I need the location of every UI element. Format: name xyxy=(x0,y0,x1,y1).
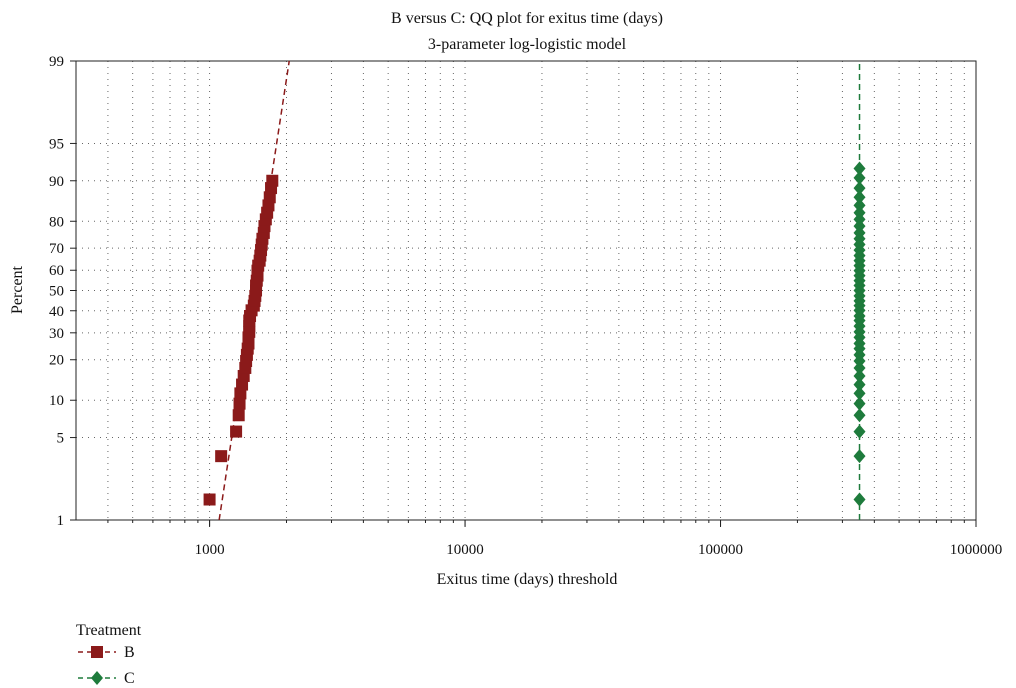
chart-subtitle: 3-parameter log-logistic model xyxy=(428,36,627,53)
data-point-c xyxy=(853,424,866,439)
data-point-c xyxy=(853,181,866,196)
x-tick-label: 1000 xyxy=(195,542,225,558)
data-point-b xyxy=(232,409,245,422)
y-tick-label: 60 xyxy=(49,263,64,279)
legend-item-c: C xyxy=(78,670,135,687)
data-point-c xyxy=(853,408,866,423)
x-tick-label: 1000000 xyxy=(950,542,1003,558)
x-tick-label: 10000 xyxy=(446,542,484,558)
legend-marker xyxy=(91,671,103,685)
x-tick-label: 100000 xyxy=(698,542,743,558)
data-point-b xyxy=(230,425,243,438)
y-tick-label: 99 xyxy=(49,54,64,70)
legend-items: BC xyxy=(78,644,135,687)
y-tick-label: 70 xyxy=(49,241,64,257)
data-point-c xyxy=(853,198,866,213)
series-b xyxy=(203,60,290,521)
data-point-c xyxy=(853,368,866,383)
y-tick-label: 5 xyxy=(57,431,65,447)
y-tick-label: 30 xyxy=(49,326,64,342)
y-axis-label: Percent xyxy=(9,265,26,314)
legend-marker xyxy=(91,646,103,658)
data-point-c xyxy=(853,170,866,185)
y-tick-label: 95 xyxy=(49,136,64,152)
data-point-b xyxy=(266,174,279,187)
series-c xyxy=(853,61,866,520)
data-point-c xyxy=(853,377,866,392)
legend-title: Treatment xyxy=(76,622,142,639)
legend: Treatment BC xyxy=(76,622,142,687)
legend-label: C xyxy=(124,670,135,687)
axis-ticks: 1 5 10 20 30 40 50 60 70 80 90 95 99 1000 10000 100000 1… xyxy=(49,54,1002,558)
legend-label: B xyxy=(124,644,135,661)
legend-item-b: B xyxy=(78,644,135,661)
chart-title: B versus C: QQ plot for exitus time (day… xyxy=(391,10,663,27)
series-layer xyxy=(203,60,866,521)
data-point-c xyxy=(853,449,866,464)
data-point-b xyxy=(263,191,276,204)
data-point-c xyxy=(853,190,866,205)
y-tick-label: 40 xyxy=(49,304,64,320)
y-tick-label: 10 xyxy=(49,393,64,409)
grid-lines xyxy=(76,61,976,520)
data-point-b xyxy=(215,450,228,463)
data-point-b xyxy=(203,493,216,506)
data-point-c xyxy=(853,386,866,401)
y-tick-label: 20 xyxy=(49,353,64,369)
data-point-c xyxy=(853,161,866,176)
data-point-c xyxy=(853,205,866,220)
data-point-c xyxy=(853,492,866,507)
data-point-b xyxy=(233,397,246,410)
data-point-c xyxy=(853,396,866,411)
y-tick-label: 90 xyxy=(49,174,64,190)
y-tick-label: 80 xyxy=(49,214,64,230)
x-axis-label: Exitus time (days) threshold xyxy=(437,571,618,588)
y-tick-label: 1 xyxy=(57,513,65,529)
y-tick-label: 50 xyxy=(49,284,64,300)
